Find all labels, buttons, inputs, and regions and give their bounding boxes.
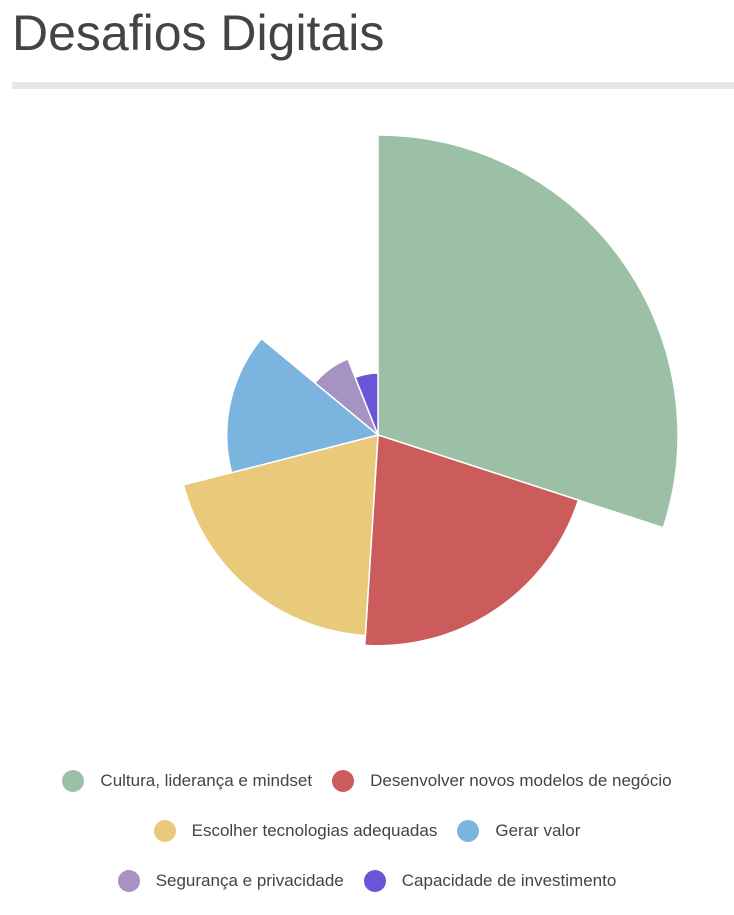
legend-label: Capacidade de investimento	[401, 871, 617, 890]
legend-swatch	[153, 820, 176, 842]
legend-swatch	[62, 770, 85, 792]
legend-label: Cultura, liderança e mindset	[100, 771, 313, 790]
legend-item[interactable]: Gerar valor	[457, 820, 580, 842]
rose-slice	[182, 434, 379, 637]
legend-item[interactable]: Segurança e privacidade	[117, 870, 344, 892]
rose-slice	[226, 337, 380, 474]
legend-row: Escolher tecnologias adequadas Gerar valo…	[0, 820, 734, 842]
legend-item[interactable]: Desenvolver novos modelos de negócio	[332, 770, 672, 792]
title-rule	[12, 82, 734, 89]
legend-row: Segurança e privacidade Capacidade de inv…	[0, 870, 734, 892]
legend-label: Escolher tecnologias adequadas	[191, 821, 438, 840]
rose-slice	[354, 372, 379, 436]
legend-item[interactable]: Capacidade de investimento	[363, 870, 617, 892]
legend-swatch	[363, 870, 386, 892]
chart-title: Desafios Digitais	[12, 5, 385, 61]
legend-label: Gerar valor	[495, 821, 581, 840]
legend-swatch	[457, 820, 480, 842]
rose-slice	[363, 433, 580, 647]
legend-item[interactable]: Escolher tecnologias adequadas	[153, 820, 438, 842]
legend-swatch	[332, 770, 355, 792]
legend-label: Segurança e privacidade	[155, 871, 344, 890]
rose-slice	[377, 134, 679, 529]
legend-label: Desenvolver novos modelos de negócio	[370, 771, 672, 790]
chart	[182, 134, 679, 647]
rose-slice	[313, 357, 379, 436]
legend-row: Cultura, liderança e mindset Desenvolver …	[0, 770, 734, 792]
legend-item[interactable]: Cultura, liderança e mindset	[62, 770, 312, 792]
legend-swatch	[117, 870, 140, 892]
